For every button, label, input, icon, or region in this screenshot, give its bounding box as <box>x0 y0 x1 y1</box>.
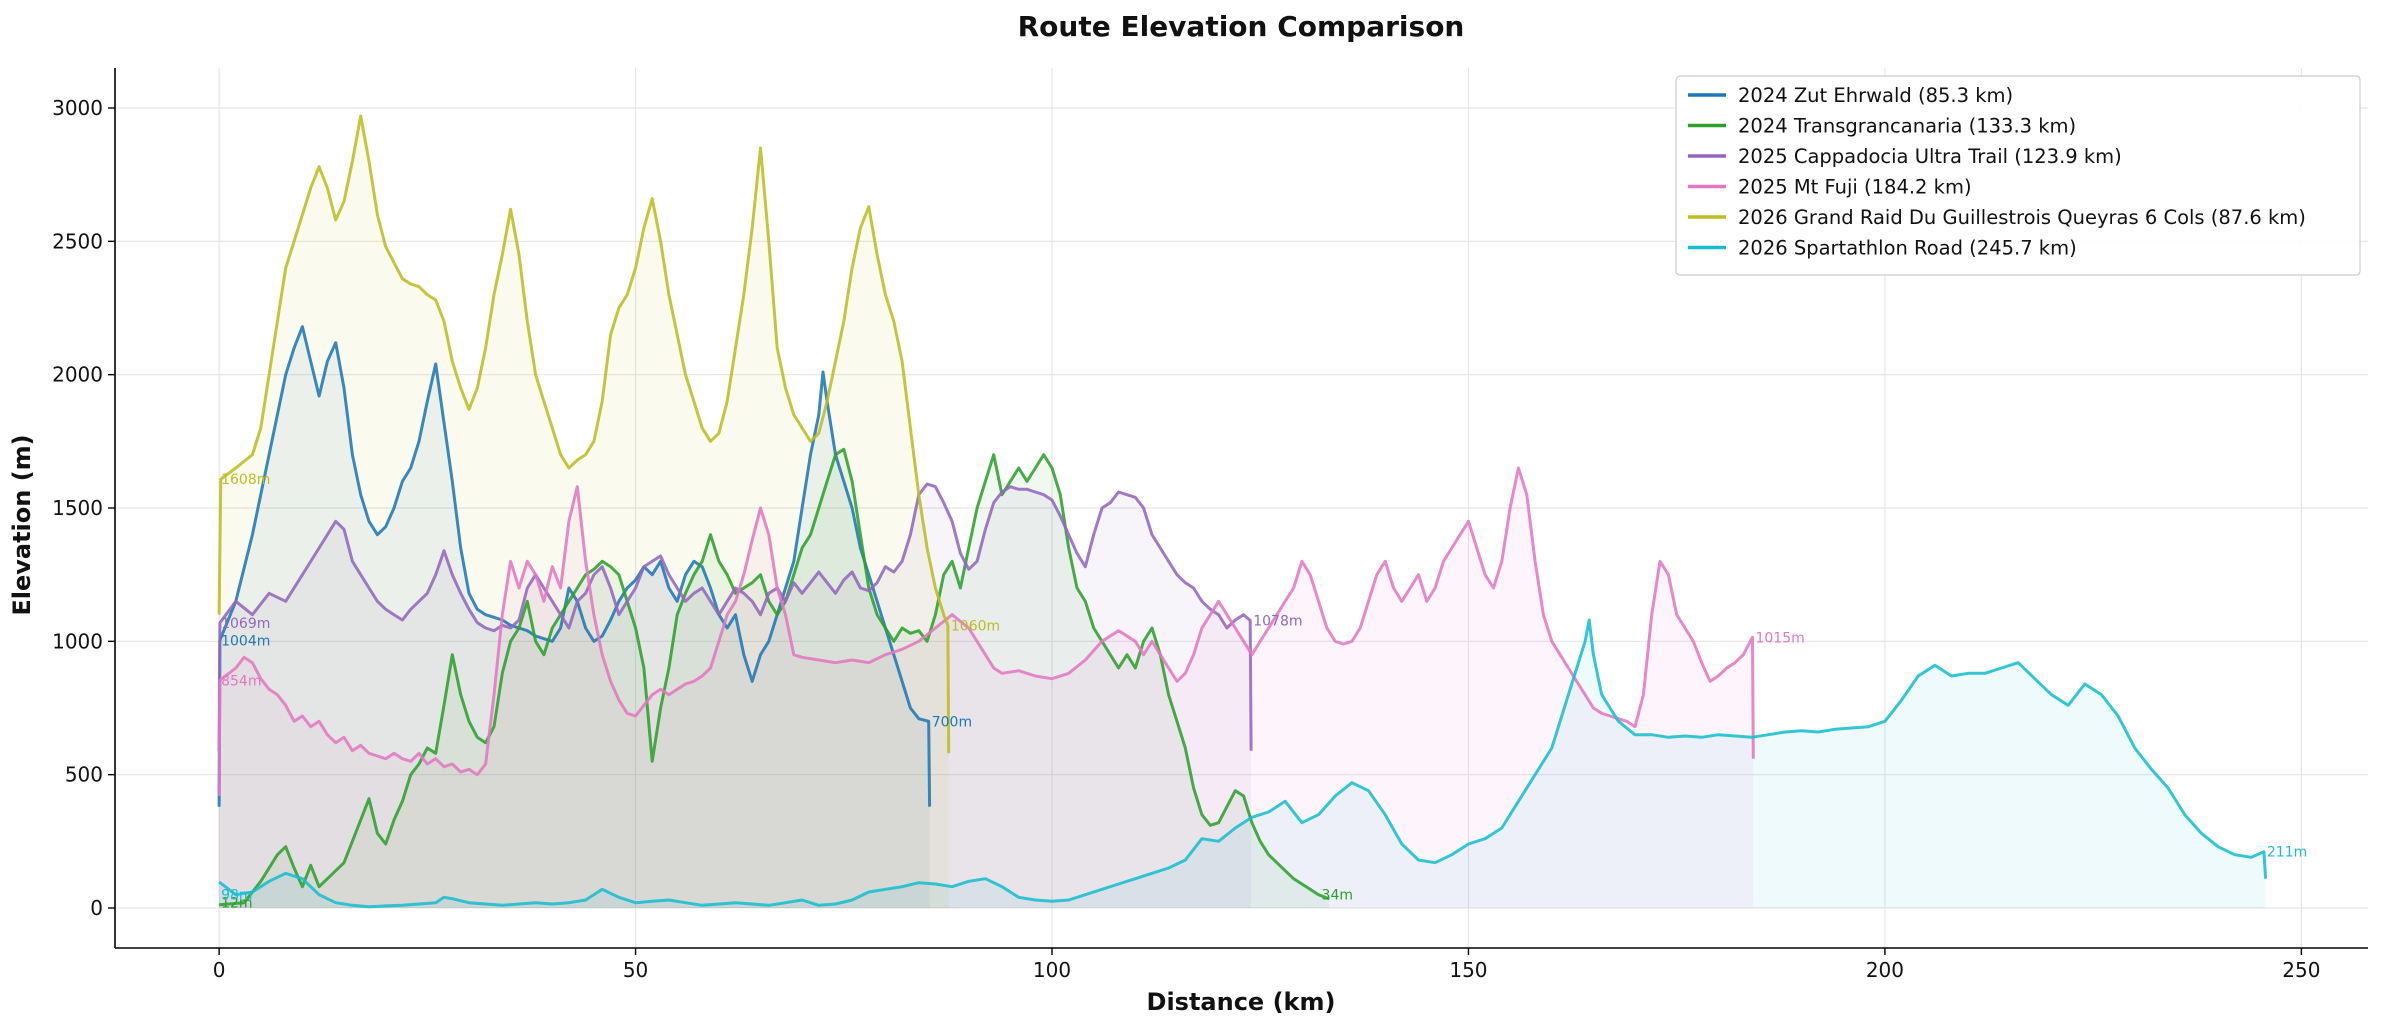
line-layer <box>217 114 2268 909</box>
x-tick-label: 250 <box>2282 958 2320 982</box>
x-tick-label: 100 <box>1033 958 1071 982</box>
series-area-1 <box>219 326 930 908</box>
series-line-1 <box>217 325 932 807</box>
series-area-5 <box>219 116 949 908</box>
legend-entry: 2025 Cappadocia Ultra Trail (123.9 km) <box>1738 145 2122 168</box>
series-line-4 <box>217 466 1755 797</box>
legend-entry: 2026 Spartathlon Road (245.7 km) <box>1738 237 2077 260</box>
y-tick-label: 2000 <box>52 363 103 387</box>
y-tick-label: 1500 <box>52 496 103 520</box>
end-elevation-label: 1060m <box>951 618 1000 634</box>
series-area-2 <box>219 449 1330 908</box>
series-line-2 <box>218 447 1330 907</box>
x-axis-label: Distance (km) <box>1147 988 1336 1016</box>
series-area-6 <box>219 620 2266 908</box>
x-tick-label: 150 <box>1449 958 1487 982</box>
end-elevation-label: 700m <box>932 714 972 730</box>
start-elevation-label: 1069m <box>221 616 270 632</box>
y-tick-label: 0 <box>90 896 103 920</box>
x-tick-label: 0 <box>213 958 226 982</box>
start-elevation-label: 12m <box>221 896 252 912</box>
series-line-5 <box>217 114 951 754</box>
start-elevation-label: 1004m <box>221 633 270 649</box>
legend: 2024 Zut Ehrwald (85.3 km) 2024 Transgran… <box>1675 75 2361 276</box>
legend-entry: 2025 Mt Fuji (184.2 km) <box>1738 176 1972 199</box>
series-area-3 <box>219 484 1252 908</box>
end-elevation-label: 211m <box>2267 845 2307 861</box>
series-line-3 <box>217 482 1253 751</box>
legend-entry: 2024 Zut Ehrwald (85.3 km) <box>1738 84 2013 107</box>
end-elevation-label: 1078m <box>1253 614 1302 630</box>
end-elevation-label: 1015m <box>1755 630 1804 646</box>
start-elevation-label: 98m <box>221 888 252 904</box>
series-area-4 <box>219 468 1754 908</box>
y-axis-label: Elevation (m) <box>8 434 36 615</box>
y-tick-label: 1000 <box>52 629 103 653</box>
start-elevation-label: 1608m <box>221 472 270 488</box>
legend-box <box>1675 75 2361 276</box>
end-elevation-label: 34m <box>1322 888 1353 904</box>
chart-title: Route Elevation Comparison <box>1018 10 1465 43</box>
y-tick-label: 2500 <box>52 229 103 253</box>
y-tick-label: 3000 <box>52 96 103 120</box>
area-fill-layer <box>219 116 2266 908</box>
legend-entry: 2024 Transgrancanaria (133.3 km) <box>1738 115 2076 138</box>
data-label-layer: 1004m 700m 12m 34m 1069m 1078m 854m 1015m 1608m 1… <box>221 472 2307 911</box>
x-tick-label: 50 <box>623 958 648 982</box>
x-tick-label: 200 <box>1866 958 1904 982</box>
start-elevation-label: 854m <box>221 673 261 689</box>
legend-entry: 2026 Grand Raid Du Guillestrois Queyras … <box>1738 206 2306 229</box>
series-line-6 <box>218 618 2268 909</box>
y-tick-label: 500 <box>65 763 103 787</box>
